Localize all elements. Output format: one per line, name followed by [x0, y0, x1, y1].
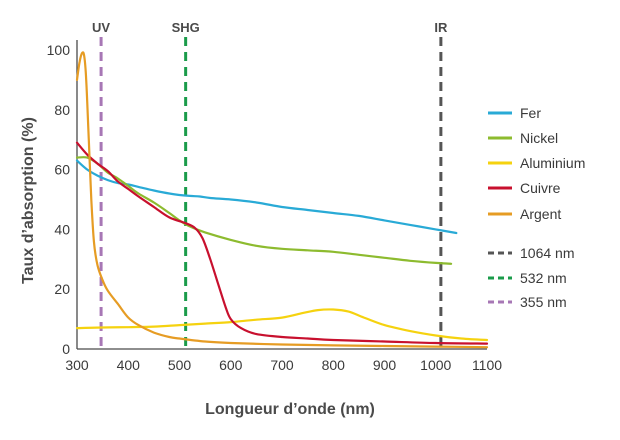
legend: Fer Nickel Aluminium Cuivre Argent 1064 nm 532…	[488, 105, 585, 310]
legend-label-532-nm: 532 nm	[520, 270, 567, 286]
y-axis-title: Taux d’absorption (%)	[20, 117, 37, 284]
y-tick-label-60: 60	[54, 162, 70, 178]
legend-label-aluminium: Aluminium	[520, 155, 585, 171]
x-tick-label-1000: 1000	[420, 357, 451, 373]
x-tick-label-500: 500	[168, 357, 192, 373]
y-tick-label-40: 40	[54, 221, 70, 237]
ref-label-uv: UV	[92, 20, 110, 35]
series-line-cuivre	[75, 141, 489, 345]
legend-label-argent: Argent	[520, 206, 561, 222]
series-line-fer	[75, 159, 458, 235]
x-tick-label-300: 300	[65, 357, 89, 373]
series-line-aluminium	[75, 308, 489, 342]
legend-label-1064-nm: 1064 nm	[520, 245, 574, 261]
ref-label-shg: SHG	[172, 20, 200, 35]
y-tick-label-20: 20	[54, 281, 70, 297]
legend-label-cuivre: Cuivre	[520, 180, 561, 196]
legend-label-fer: Fer	[520, 105, 541, 121]
legend-label-355-nm: 355 nm	[520, 294, 567, 310]
series-line-nickel	[75, 156, 453, 265]
legend-label-nickel: Nickel	[520, 130, 558, 146]
x-axis-title: Longueur d’onde (nm)	[205, 401, 375, 418]
series-line-argent	[75, 51, 489, 349]
x-tick-label-700: 700	[270, 357, 294, 373]
axes	[76, 40, 487, 350]
x-tick-label-400: 400	[117, 357, 141, 373]
y-tick-label-0: 0	[62, 341, 70, 357]
ref-label-ir: IR	[434, 20, 448, 35]
x-tick-label-800: 800	[322, 357, 346, 373]
x-tick-label-1100: 1100	[472, 357, 502, 373]
x-tick-label-600: 600	[219, 357, 243, 373]
y-tick-label-80: 80	[54, 102, 70, 118]
y-tick-label-100: 100	[47, 42, 71, 58]
x-tick-label-900: 900	[373, 357, 397, 373]
